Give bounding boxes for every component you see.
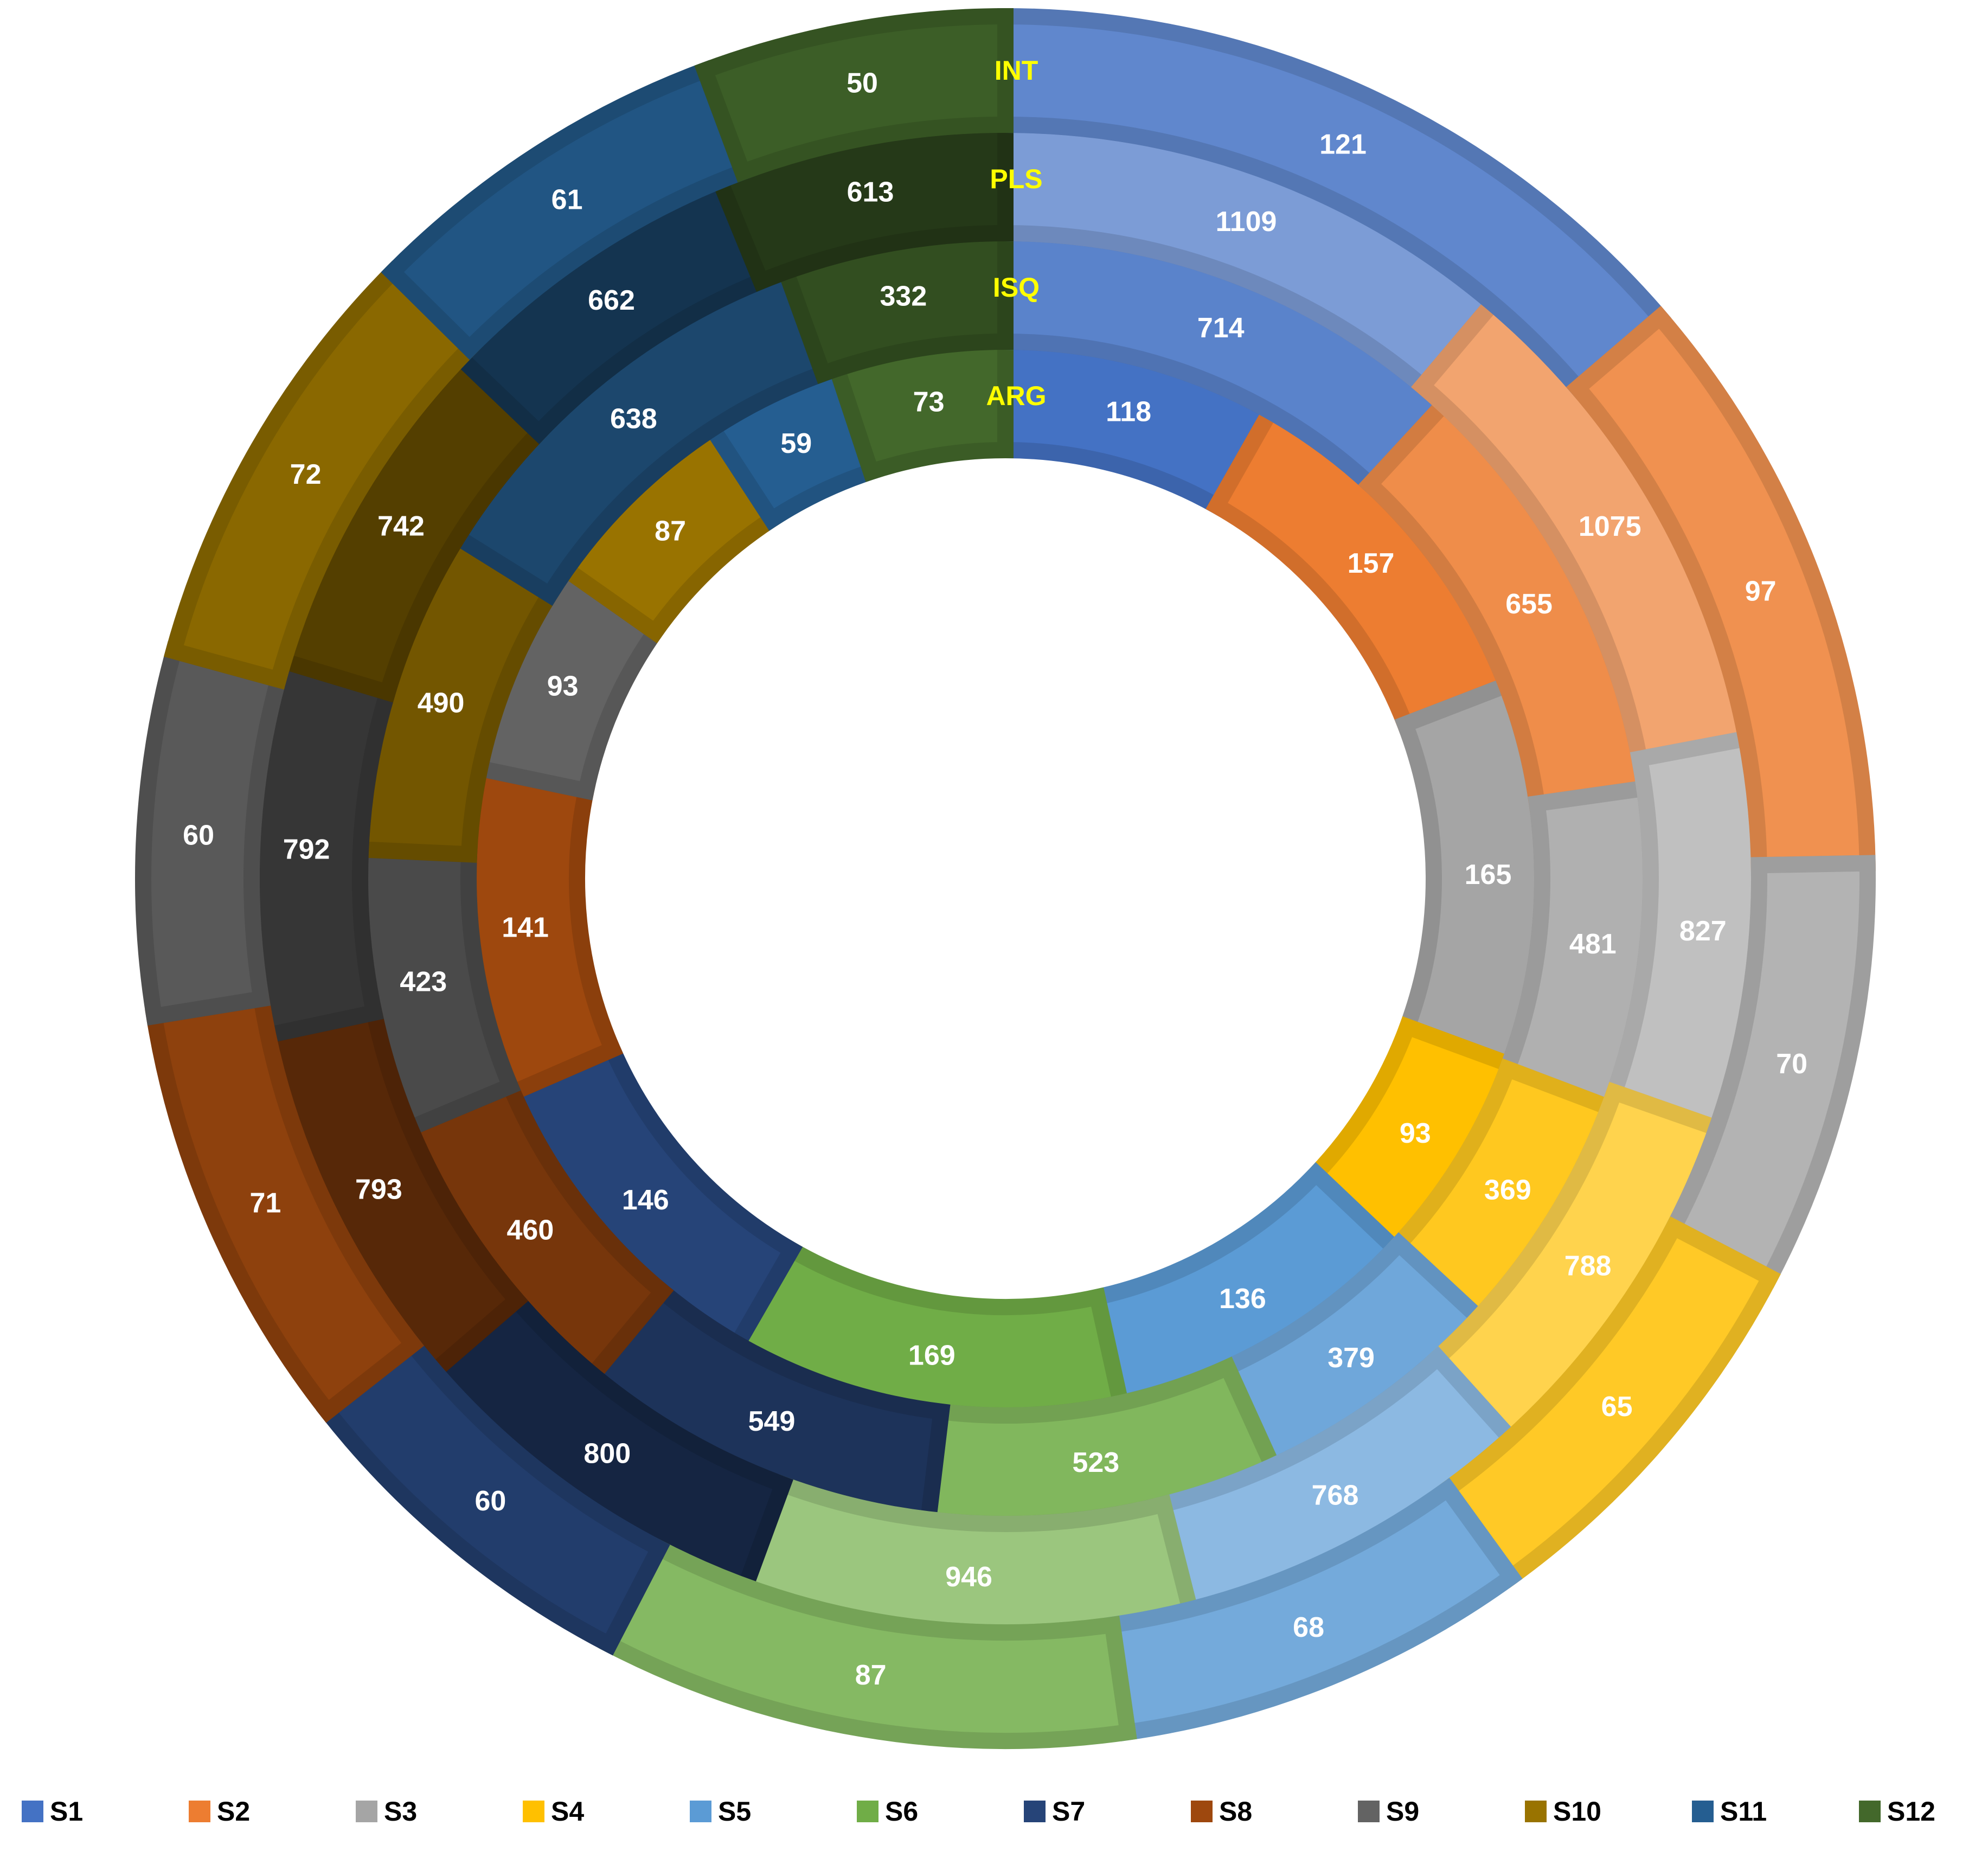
value-label-pls-s9: 792 xyxy=(283,834,330,865)
value-label-isq-s1: 714 xyxy=(1197,312,1245,344)
legend-label-s1: S1 xyxy=(50,1796,83,1827)
legend-item-s11: S11 xyxy=(1692,1796,1767,1827)
legend-swatch-s9 xyxy=(1358,1801,1380,1822)
legend-label-s4: S4 xyxy=(551,1796,584,1827)
legend-label-s9: S9 xyxy=(1386,1796,1419,1827)
value-label-isq-s4: 369 xyxy=(1484,1175,1531,1206)
legend-item-s5: S5 xyxy=(690,1796,751,1827)
value-label-isq-s5: 379 xyxy=(1328,1342,1375,1374)
slice-int-s12 xyxy=(694,8,1014,183)
legend-label-s10: S10 xyxy=(1553,1796,1601,1827)
value-label-arg-s2: 157 xyxy=(1348,548,1395,579)
value-label-int-s2: 97 xyxy=(1745,576,1777,607)
value-label-pls-s10: 742 xyxy=(377,510,425,542)
value-label-isq-s2: 655 xyxy=(1505,588,1553,620)
value-label-int-s10: 72 xyxy=(290,459,322,490)
legend-label-s3: S3 xyxy=(384,1796,417,1827)
legend-item-s7: S7 xyxy=(1024,1796,1085,1827)
slices-layer xyxy=(135,8,1876,1749)
ring-name-pls: PLS xyxy=(990,164,1042,194)
legend-label-s5: S5 xyxy=(718,1796,751,1827)
value-label-arg-s11: 59 xyxy=(780,428,812,459)
ring-names-layer: ARG ISQ PLS INT xyxy=(986,55,1046,411)
value-label-arg-s6: 169 xyxy=(908,1340,955,1372)
value-label-isq-s10: 490 xyxy=(418,688,465,719)
legend-swatch-s10 xyxy=(1525,1801,1547,1822)
value-label-pls-s2: 1075 xyxy=(1579,511,1641,542)
legend-label-s7: S7 xyxy=(1052,1796,1085,1827)
legend-item-s3: S3 xyxy=(356,1796,417,1827)
legend-swatch-s2 xyxy=(189,1801,210,1822)
legend-label-s8: S8 xyxy=(1219,1796,1252,1827)
value-label-pls-s8: 793 xyxy=(355,1174,402,1205)
value-label-arg-s1: 118 xyxy=(1106,396,1151,428)
value-label-isq-s12: 332 xyxy=(880,280,927,312)
ring-name-arg: ARG xyxy=(986,381,1046,411)
value-labels-layer: 118 157 165 93 136 169 146 141 93 87 59 73 714 655 481… xyxy=(183,68,1807,1692)
legend-swatch-s5 xyxy=(690,1801,711,1822)
legend-label-s6: S6 xyxy=(885,1796,918,1827)
value-label-arg-s7: 146 xyxy=(622,1184,669,1216)
value-label-arg-s9: 93 xyxy=(547,670,579,702)
legend-label-s11: S11 xyxy=(1720,1796,1767,1827)
value-label-pls-s12: 613 xyxy=(847,176,894,208)
value-label-int-s1: 121 xyxy=(1319,129,1367,160)
legend-item-s10: S10 xyxy=(1525,1796,1601,1827)
legend-label-s2: S2 xyxy=(217,1796,250,1827)
legend-swatch-s4 xyxy=(523,1801,544,1822)
value-label-arg-s8: 141 xyxy=(502,912,549,943)
value-label-isq-s7: 549 xyxy=(748,1406,796,1437)
ring-name-int: INT xyxy=(995,55,1038,86)
value-label-pls-s5: 768 xyxy=(1312,1480,1359,1511)
value-label-int-s9: 60 xyxy=(183,819,214,851)
value-label-int-s4: 65 xyxy=(1601,1391,1633,1423)
value-label-pls-s7: 800 xyxy=(583,1438,631,1470)
legend-item-s4: S4 xyxy=(523,1796,584,1827)
legend-item-s1: S1 xyxy=(22,1796,83,1827)
value-label-pls-s1: 1109 xyxy=(1216,206,1277,238)
legend-swatch-s7 xyxy=(1024,1801,1046,1822)
legend-swatch-s12 xyxy=(1859,1801,1881,1822)
legend-item-s6: S6 xyxy=(857,1796,918,1827)
value-label-arg-s10: 87 xyxy=(655,515,686,547)
legend-item-s2: S2 xyxy=(189,1796,250,1827)
legend-swatch-s8 xyxy=(1191,1801,1213,1822)
value-label-pls-s4: 788 xyxy=(1564,1251,1612,1282)
value-label-arg-s3: 165 xyxy=(1465,859,1512,891)
value-label-isq-s6: 523 xyxy=(1072,1447,1119,1478)
ring-name-isq: ISQ xyxy=(993,272,1040,303)
value-label-int-s8: 71 xyxy=(249,1187,281,1219)
value-label-int-s5: 68 xyxy=(1293,1612,1324,1643)
value-label-isq-s3: 481 xyxy=(1569,928,1617,960)
value-label-pls-s6: 946 xyxy=(945,1561,992,1593)
value-label-arg-s5: 136 xyxy=(1219,1283,1266,1315)
legend-swatch-s11 xyxy=(1692,1801,1714,1822)
value-label-int-s11: 61 xyxy=(551,184,583,215)
legend-item-s9: S9 xyxy=(1358,1796,1419,1827)
legend-swatch-s3 xyxy=(356,1801,377,1822)
legend: S1 S2 S3 S4 S5 S6 S7 S8 S9 S10 S11 S12 xyxy=(22,1796,1935,1827)
value-label-isq-s8: 460 xyxy=(507,1214,554,1246)
value-label-isq-s9: 423 xyxy=(400,966,447,998)
value-label-pls-s11: 662 xyxy=(588,285,635,316)
value-label-int-s6: 87 xyxy=(855,1660,887,1691)
value-label-int-s7: 60 xyxy=(474,1485,506,1517)
value-label-int-s12: 50 xyxy=(846,68,878,99)
value-label-isq-s11: 638 xyxy=(610,403,657,435)
value-label-int-s3: 70 xyxy=(1776,1048,1807,1080)
value-label-arg-s12: 73 xyxy=(913,386,945,418)
legend-item-s12: S12 xyxy=(1859,1796,1935,1827)
legend-label-s12: S12 xyxy=(1887,1796,1935,1827)
value-label-arg-s4: 93 xyxy=(1400,1118,1431,1149)
legend-swatch-s1 xyxy=(22,1801,43,1822)
legend-swatch-s6 xyxy=(857,1801,878,1822)
value-label-pls-s3: 827 xyxy=(1679,915,1727,947)
legend-item-s8: S8 xyxy=(1191,1796,1252,1827)
